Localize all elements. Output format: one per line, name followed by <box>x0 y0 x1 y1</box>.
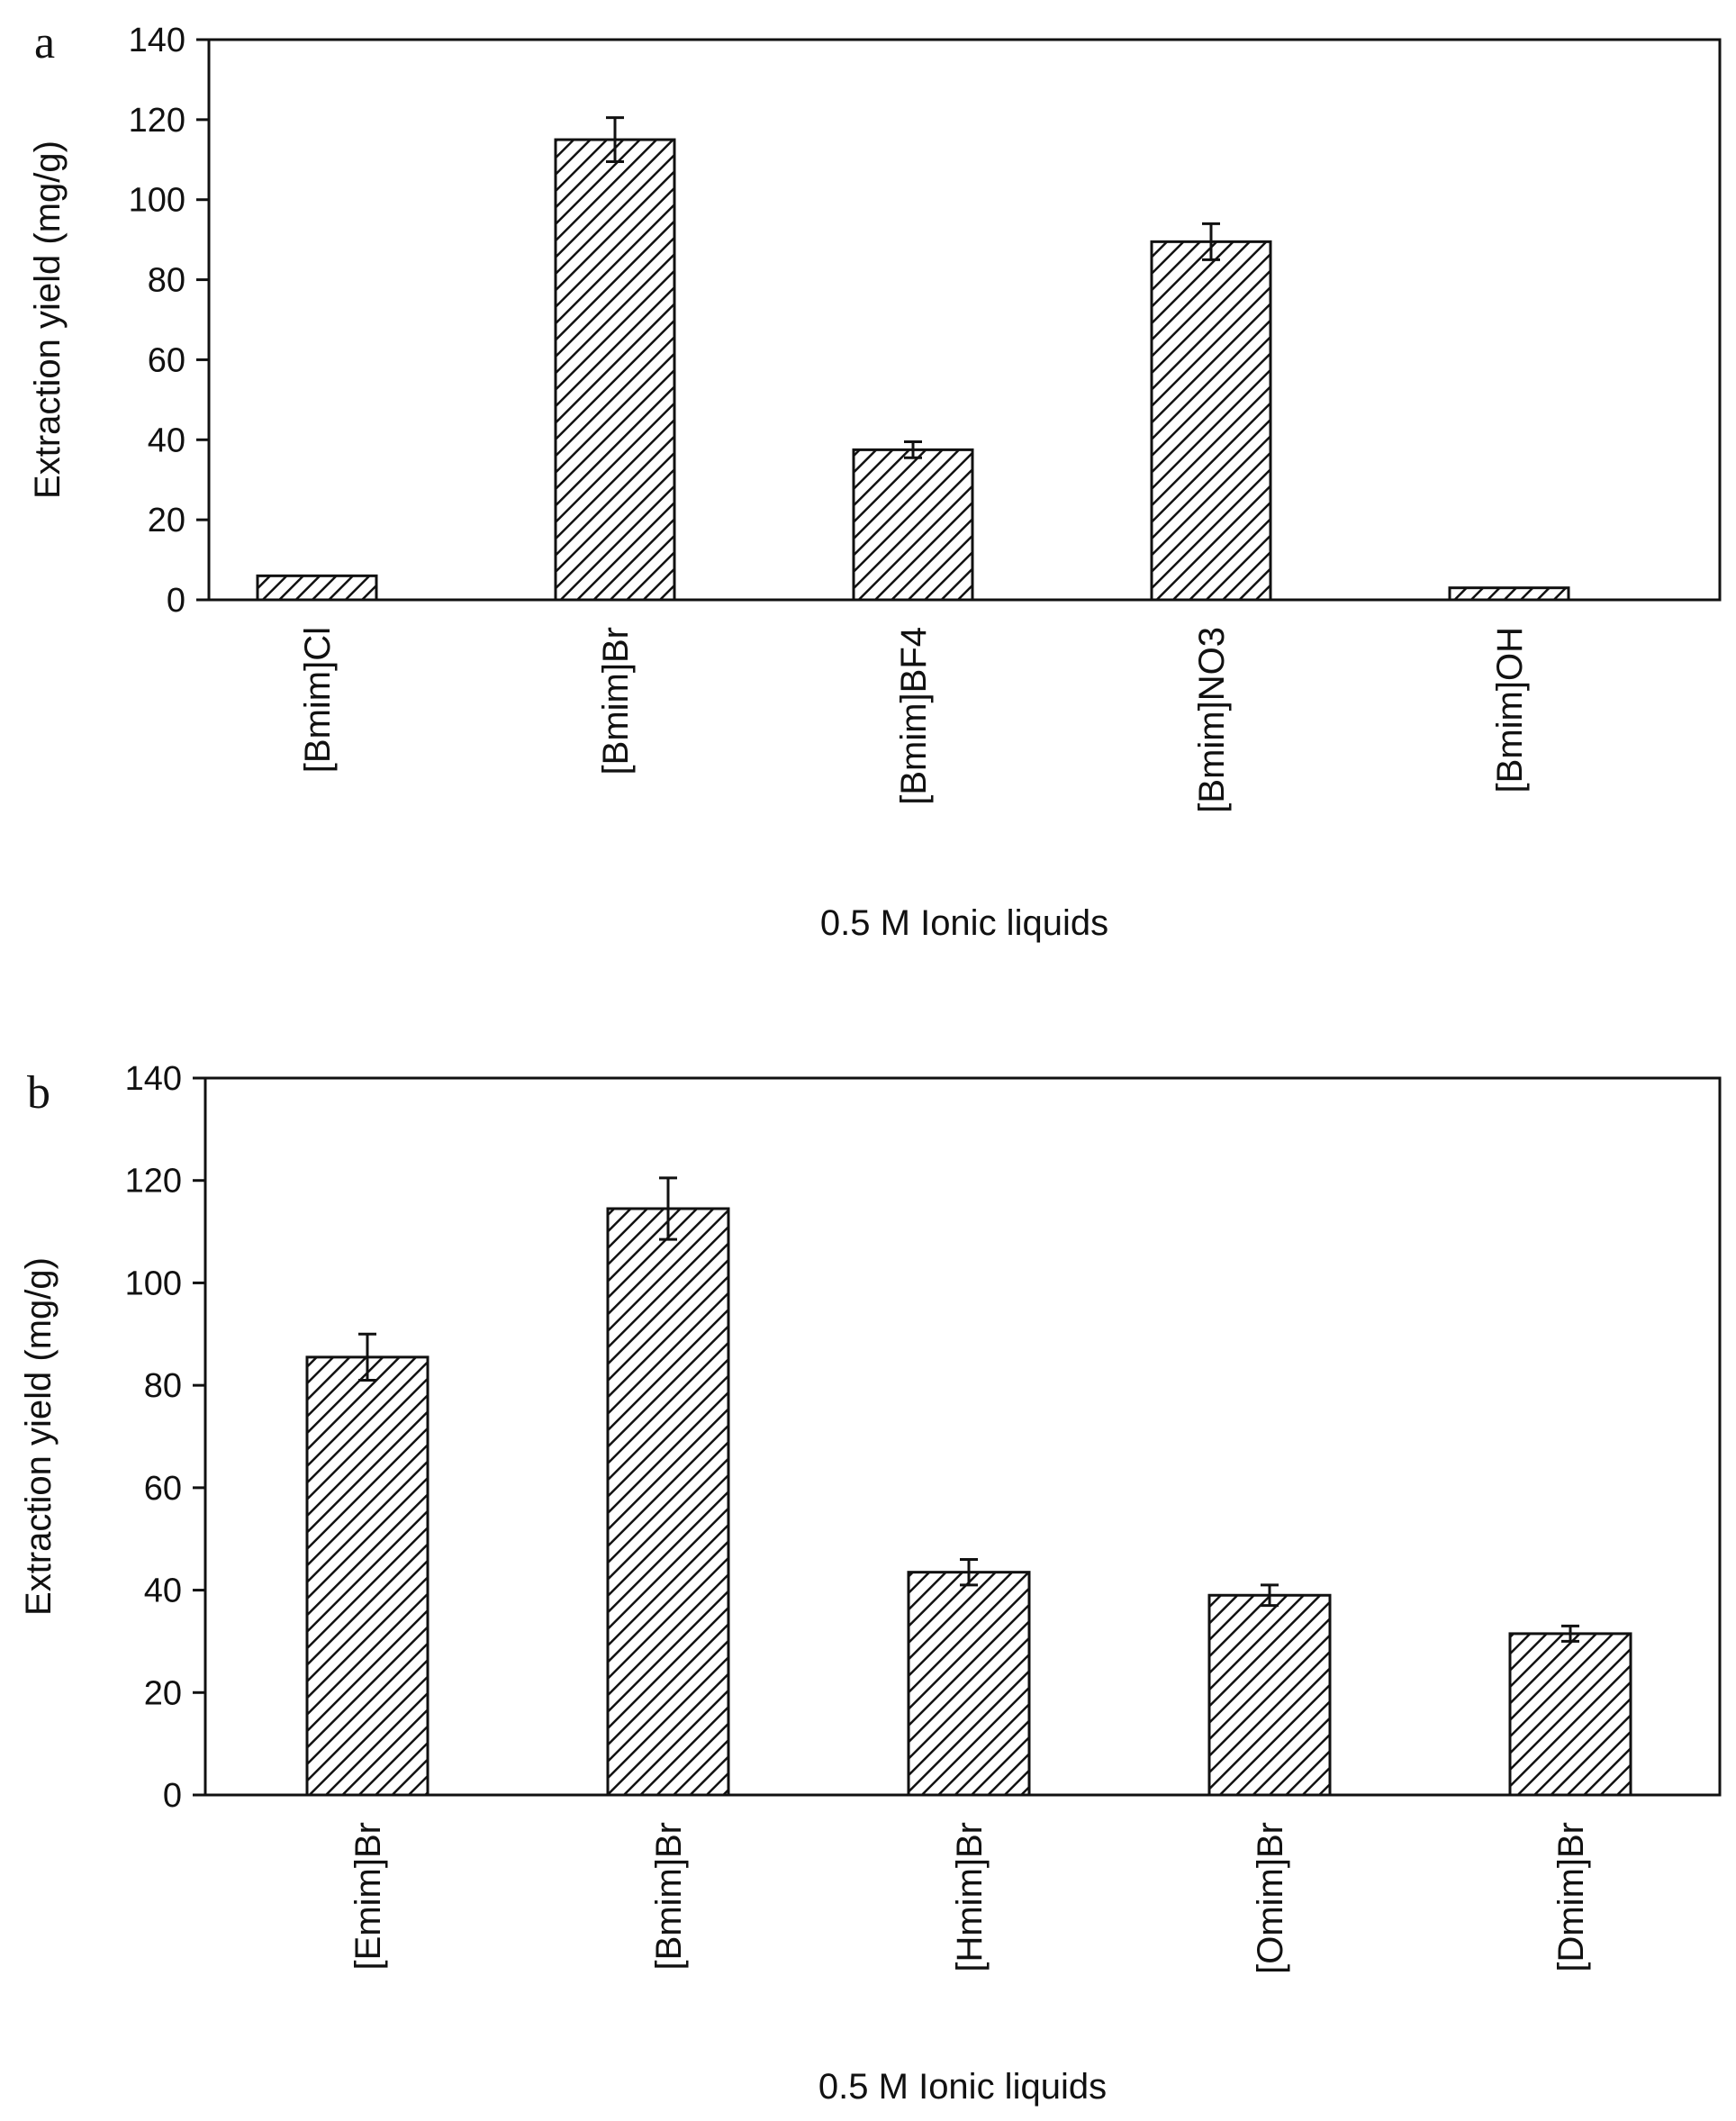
x-category-label: [Dmim]Br <box>1551 1822 1591 1972</box>
y-tick-label: 40 <box>148 421 185 459</box>
error-bar <box>606 116 624 164</box>
y-tick-label: 40 <box>144 1573 182 1610</box>
error-bar <box>904 440 922 459</box>
bar-bmimcl <box>256 574 378 602</box>
x-category-label: [Omim]Br <box>1251 1822 1290 1974</box>
y-tick-label: 80 <box>144 1367 182 1405</box>
bar-hmimbr <box>907 1571 1031 1797</box>
error-bar <box>960 1557 978 1587</box>
error-bar <box>1261 1583 1279 1608</box>
bar-bmimbf4 <box>852 448 974 602</box>
x-axis-title: 0.5 M Ionic liquids <box>818 2067 1107 2107</box>
y-tick-label: 120 <box>129 102 185 140</box>
bar-emimbr <box>305 1355 429 1797</box>
error-bar <box>1202 222 1220 261</box>
bar-bmimno3 <box>1150 240 1272 602</box>
y-tick-label: 100 <box>125 1264 182 1302</box>
error-bar <box>358 1332 376 1382</box>
x-category-label: [Bmim]BF4 <box>894 627 934 805</box>
panel-label: b <box>27 1067 50 1119</box>
y-axis-title: Extraction yield (mg/g) <box>28 140 68 499</box>
x-category-label: [Emim]Br <box>348 1822 388 1970</box>
x-axis-title: 0.5 M Ionic liquids <box>820 903 1108 943</box>
y-tick-label: 20 <box>148 502 185 539</box>
x-category-label: [Hmim]Br <box>950 1822 990 1972</box>
panel-label: a <box>34 17 55 68</box>
bar-bmimbr <box>554 138 676 602</box>
y-tick-label: 60 <box>144 1470 182 1508</box>
y-tick-label: 100 <box>129 182 185 220</box>
y-tick-label: 0 <box>167 582 185 620</box>
y-tick-label: 80 <box>148 262 185 300</box>
y-tick-label: 0 <box>163 1777 182 1815</box>
y-tick-label: 140 <box>125 1060 182 1098</box>
x-category-label: [Bmim]OH <box>1490 627 1530 793</box>
error-bar <box>659 1176 677 1241</box>
x-category-label: [Bmim]NO3 <box>1192 627 1232 813</box>
bar-dmimbr <box>1508 1632 1632 1797</box>
bar-bmimbr <box>606 1207 730 1797</box>
x-category-label: [Bmim]Cl <box>298 627 338 773</box>
error-bar <box>1561 1624 1579 1643</box>
chart-panel-b: 0 20 40 60 80 100 120 140 [Emim]Br [Bmim]Br [Hmim]… <box>19 1060 1722 2107</box>
bar-omimbr <box>1207 1593 1332 1797</box>
y-tick-label: 140 <box>129 22 185 59</box>
x-category-label: [Bmim]Br <box>596 627 636 775</box>
y-axis-title: Extraction yield (mg/g) <box>19 1257 59 1616</box>
y-tick-label: 60 <box>148 341 185 379</box>
x-category-label: [Bmim]Br <box>649 1822 689 1970</box>
y-tick-label: 120 <box>125 1163 182 1201</box>
chart-panel-a: 0 20 40 60 80 100 120 140 [Bmim]Cl [Bmim]Br [Bmim]… <box>28 17 1722 943</box>
y-tick-label: 20 <box>144 1674 182 1712</box>
bar-bmimoh <box>1448 586 1570 602</box>
